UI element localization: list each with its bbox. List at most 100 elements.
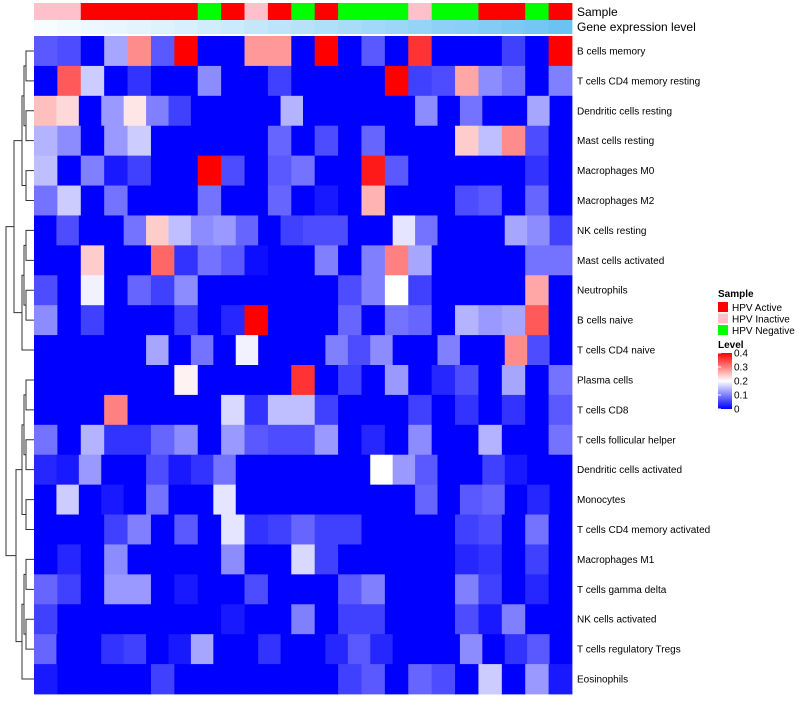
heatmap-cell: [221, 36, 245, 67]
sample-annotation-cell: [431, 3, 456, 20]
heatmap-cell: [78, 95, 102, 127]
heatmap-cell: [325, 95, 349, 127]
heatmap-cell: [244, 245, 269, 276]
heatmap-cell: [150, 365, 175, 396]
sample-annotation-cell: [174, 3, 199, 20]
heatmap-cell: [150, 544, 175, 575]
heatmap-cell: [361, 604, 386, 635]
heatmap-cell: [303, 335, 326, 366]
heatmap-cell: [104, 574, 128, 605]
row-label: NK cells resting: [577, 226, 646, 237]
heatmap-cell: [57, 394, 82, 426]
heatmap-cell: [213, 484, 237, 515]
sample-annotation-cell: [525, 3, 550, 20]
heatmap-cell: [548, 604, 573, 635]
heatmap-cell: [280, 215, 304, 246]
heatmap-cell: [267, 365, 292, 396]
heatmap-cell: [314, 544, 339, 575]
expression-annotation-cell: [197, 20, 222, 34]
heatmap-cell: [437, 215, 461, 246]
heatmap-cell: [104, 365, 128, 396]
heatmap-cell: [57, 36, 82, 67]
heatmap-cell: [57, 424, 82, 456]
heatmap-cell: [221, 245, 245, 276]
sample-annotation-cell: [338, 3, 362, 20]
heatmap-cell: [501, 574, 526, 605]
heatmap-cell: [525, 544, 550, 575]
expression-annotation-cell: [338, 20, 362, 34]
heatmap-cell: [314, 305, 339, 336]
heatmap-cell: [221, 155, 245, 186]
level-tick-label: 0.3: [734, 363, 748, 374]
heatmap-cell: [267, 36, 292, 67]
heatmap-cell: [384, 424, 409, 456]
row-label: B cells naive: [577, 316, 634, 327]
heatmap-cell: [361, 424, 386, 456]
heatmap-cell: [78, 484, 102, 515]
heatmap-cell: [455, 394, 479, 426]
expression-annotation-cell: [127, 20, 152, 34]
heatmap-cell: [213, 454, 237, 486]
heatmap-cell: [235, 634, 259, 665]
heatmap-cell: [190, 634, 214, 665]
heatmap-cell: [123, 215, 147, 246]
heatmap-cell: [314, 155, 339, 186]
heatmap-cell: [431, 305, 456, 336]
heatmap-cell: [197, 155, 222, 186]
heatmap-cell: [459, 634, 483, 665]
heatmap-cell: [415, 484, 438, 515]
heatmap-cell: [104, 664, 128, 695]
heatmap-cell: [408, 155, 433, 186]
heatmap-cell: [78, 335, 102, 366]
heatmap-cell: [197, 245, 222, 276]
sample-legend-title: Sample: [718, 289, 754, 300]
expression-annotation-cell: [384, 20, 409, 34]
heatmap-cell: [127, 275, 152, 306]
heatmap-cell: [267, 65, 292, 97]
heatmap-cell: [459, 484, 483, 515]
heatmap-cell: [314, 275, 339, 306]
heatmap-cell: [244, 155, 269, 186]
heatmap-cell: [127, 36, 152, 67]
row-label: Eosinophils: [577, 675, 628, 686]
heatmap-cell: [549, 95, 573, 127]
heatmap-cell: [431, 424, 456, 456]
row-label: Dendritic cells activated: [577, 465, 682, 476]
heatmap-cell: [34, 36, 58, 67]
heatmap-cell: [361, 245, 386, 276]
heatmap-cell: [455, 185, 479, 216]
row-label: Monocytes: [577, 495, 625, 506]
heatmap-cell: [384, 185, 409, 216]
heatmap-cell: [527, 215, 550, 246]
heatmap-cell: [370, 454, 394, 486]
heatmap-cell: [123, 335, 147, 366]
dendrogram-branch: [5, 226, 16, 557]
sample-annotation-cell: [267, 3, 292, 20]
heatmap-cell: [478, 305, 503, 336]
heatmap-cell: [548, 574, 573, 605]
heatmap-cell: [415, 454, 438, 486]
sample-annotation-cell: [408, 3, 433, 20]
heatmap-cell: [244, 365, 269, 396]
heatmap-cell: [525, 245, 550, 276]
heatmap-cell: [150, 305, 175, 336]
heatmap-cell: [80, 185, 105, 216]
heatmap-cell: [437, 484, 461, 515]
heatmap-cell: [150, 424, 175, 456]
heatmap-cell: [174, 185, 199, 216]
heatmap-cell: [408, 305, 433, 336]
heatmap-cell: [34, 454, 57, 486]
sample-annotation-cell: [104, 3, 128, 20]
heatmap-cell: [80, 394, 105, 426]
heatmap-cell: [34, 95, 57, 127]
level-tick-label: 0.2: [734, 377, 748, 388]
heatmap-cell: [168, 484, 192, 515]
heatmap-cell: [314, 365, 339, 396]
heatmap-cell: [221, 185, 245, 216]
heatmap-cell: [482, 454, 506, 486]
heatmap-cell: [291, 275, 316, 306]
heatmap-cell: [235, 95, 259, 127]
sample-annotation-cell: [221, 3, 245, 20]
heatmap-cell: [267, 125, 292, 157]
heatmap-cell: [244, 125, 269, 157]
